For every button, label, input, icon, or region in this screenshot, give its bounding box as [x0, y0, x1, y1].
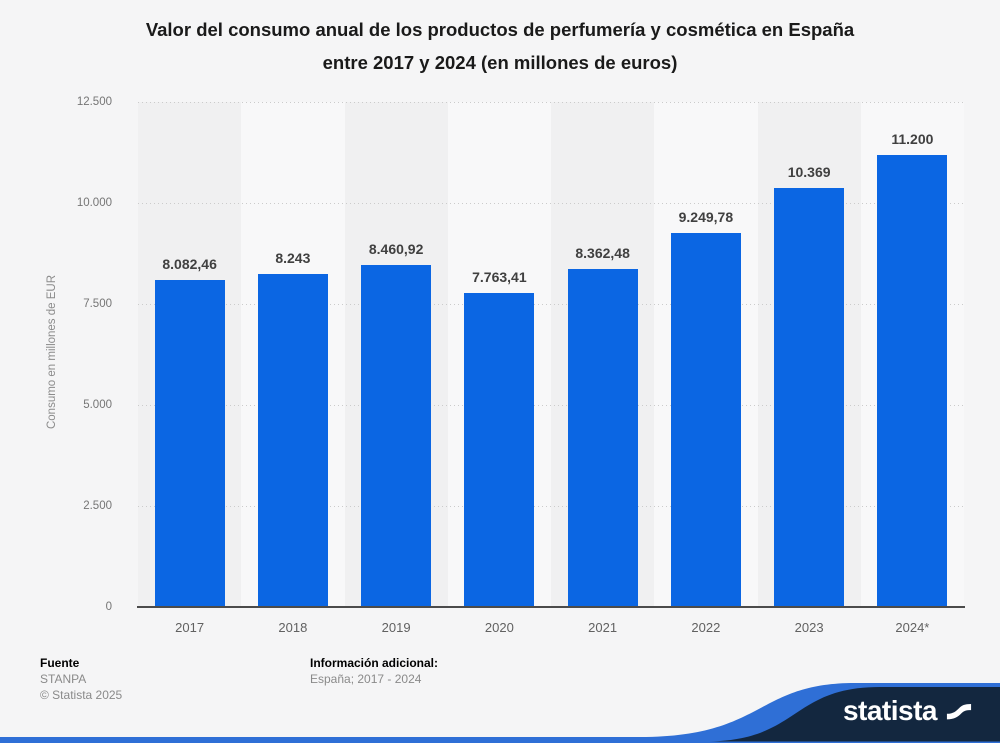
bar-2022[interactable] [670, 233, 741, 607]
gridline [138, 203, 964, 204]
statista-brand[interactable]: statista [843, 697, 972, 725]
value-label: 8.082,46 [162, 256, 217, 273]
value-label: 8.243 [275, 249, 311, 266]
x-axis-label: 2022 [691, 620, 721, 635]
chart-title-line1: Valor del consumo anual de los productos… [145, 19, 855, 40]
additional-info-value: España; 2017 - 2024 [310, 672, 422, 686]
value-label: 9.249,78 [678, 209, 734, 226]
copyright-text: © Statista 2025 [40, 688, 123, 702]
y-axis-tick-label: 2.500 [83, 500, 112, 512]
source-name[interactable]: STANPA [40, 672, 87, 686]
y-axis-tick-label: 7.500 [83, 298, 112, 310]
banner-wave-blue [0, 683, 1000, 743]
value-label: 8.362,48 [575, 245, 630, 262]
chart-title-line2: entre 2017 y 2024 (en millones de euros) [322, 52, 678, 73]
banner-wave-navy [705, 687, 1000, 742]
bar-2018[interactable] [257, 273, 328, 607]
x-axis-label: 2017 [175, 620, 205, 635]
gridline [138, 102, 964, 103]
value-label: 7.763,41 [472, 269, 527, 286]
bar-2024*[interactable] [877, 154, 948, 607]
x-axis-label: 2019 [381, 620, 411, 635]
plot-area: 8.082,46 8.243 8.460,92 7.763,41 8.362,48 9.2… [138, 102, 964, 607]
additional-info-block: Información adicional: España; 2017 - 20… [310, 655, 438, 687]
chart-title: Valor del consumo anual de los productos… [0, 13, 1000, 79]
bar-2019[interactable] [361, 265, 432, 607]
value-label: 11.200 [891, 130, 934, 147]
statista-wordmark: statista [842, 695, 938, 726]
x-axis-label: 2020 [484, 620, 514, 635]
gridline [138, 304, 964, 305]
additional-info-label: Información adicional: [310, 656, 439, 670]
statista-logo-icon [946, 698, 972, 724]
source-label: Fuente [40, 656, 80, 670]
x-axis-labels: 2017 2018 2019 2020 2021 2022 2023 2024* [138, 619, 964, 639]
y-axis-tick-label: 10.000 [76, 197, 112, 209]
source-block: Fuente STANPA © Statista 2025 [40, 655, 122, 703]
bar-2023[interactable] [774, 188, 845, 607]
bar-2020[interactable] [464, 293, 535, 607]
y-axis-tick-labels: 12.500 10.000 7.500 5.000 2.500 0 [0, 0, 112, 743]
y-axis-tick-label: 12.500 [76, 96, 112, 108]
value-label: 10.369 [787, 164, 831, 181]
value-label: 8.460,92 [368, 241, 424, 258]
y-axis-tick-label: 0 [105, 601, 112, 613]
x-axis-label: 2021 [588, 620, 618, 635]
y-axis-tick-label: 5.000 [83, 399, 112, 411]
x-axis-label: 2018 [278, 620, 308, 635]
bar-2017[interactable] [154, 280, 225, 607]
statista-banner-wave [0, 683, 1000, 743]
x-axis-label: 2024* [895, 620, 930, 635]
bar-2021[interactable] [567, 269, 638, 607]
x-axis-label: 2023 [794, 620, 824, 635]
gridline [138, 405, 964, 406]
gridline [138, 506, 964, 507]
x-axis-line [137, 606, 965, 608]
